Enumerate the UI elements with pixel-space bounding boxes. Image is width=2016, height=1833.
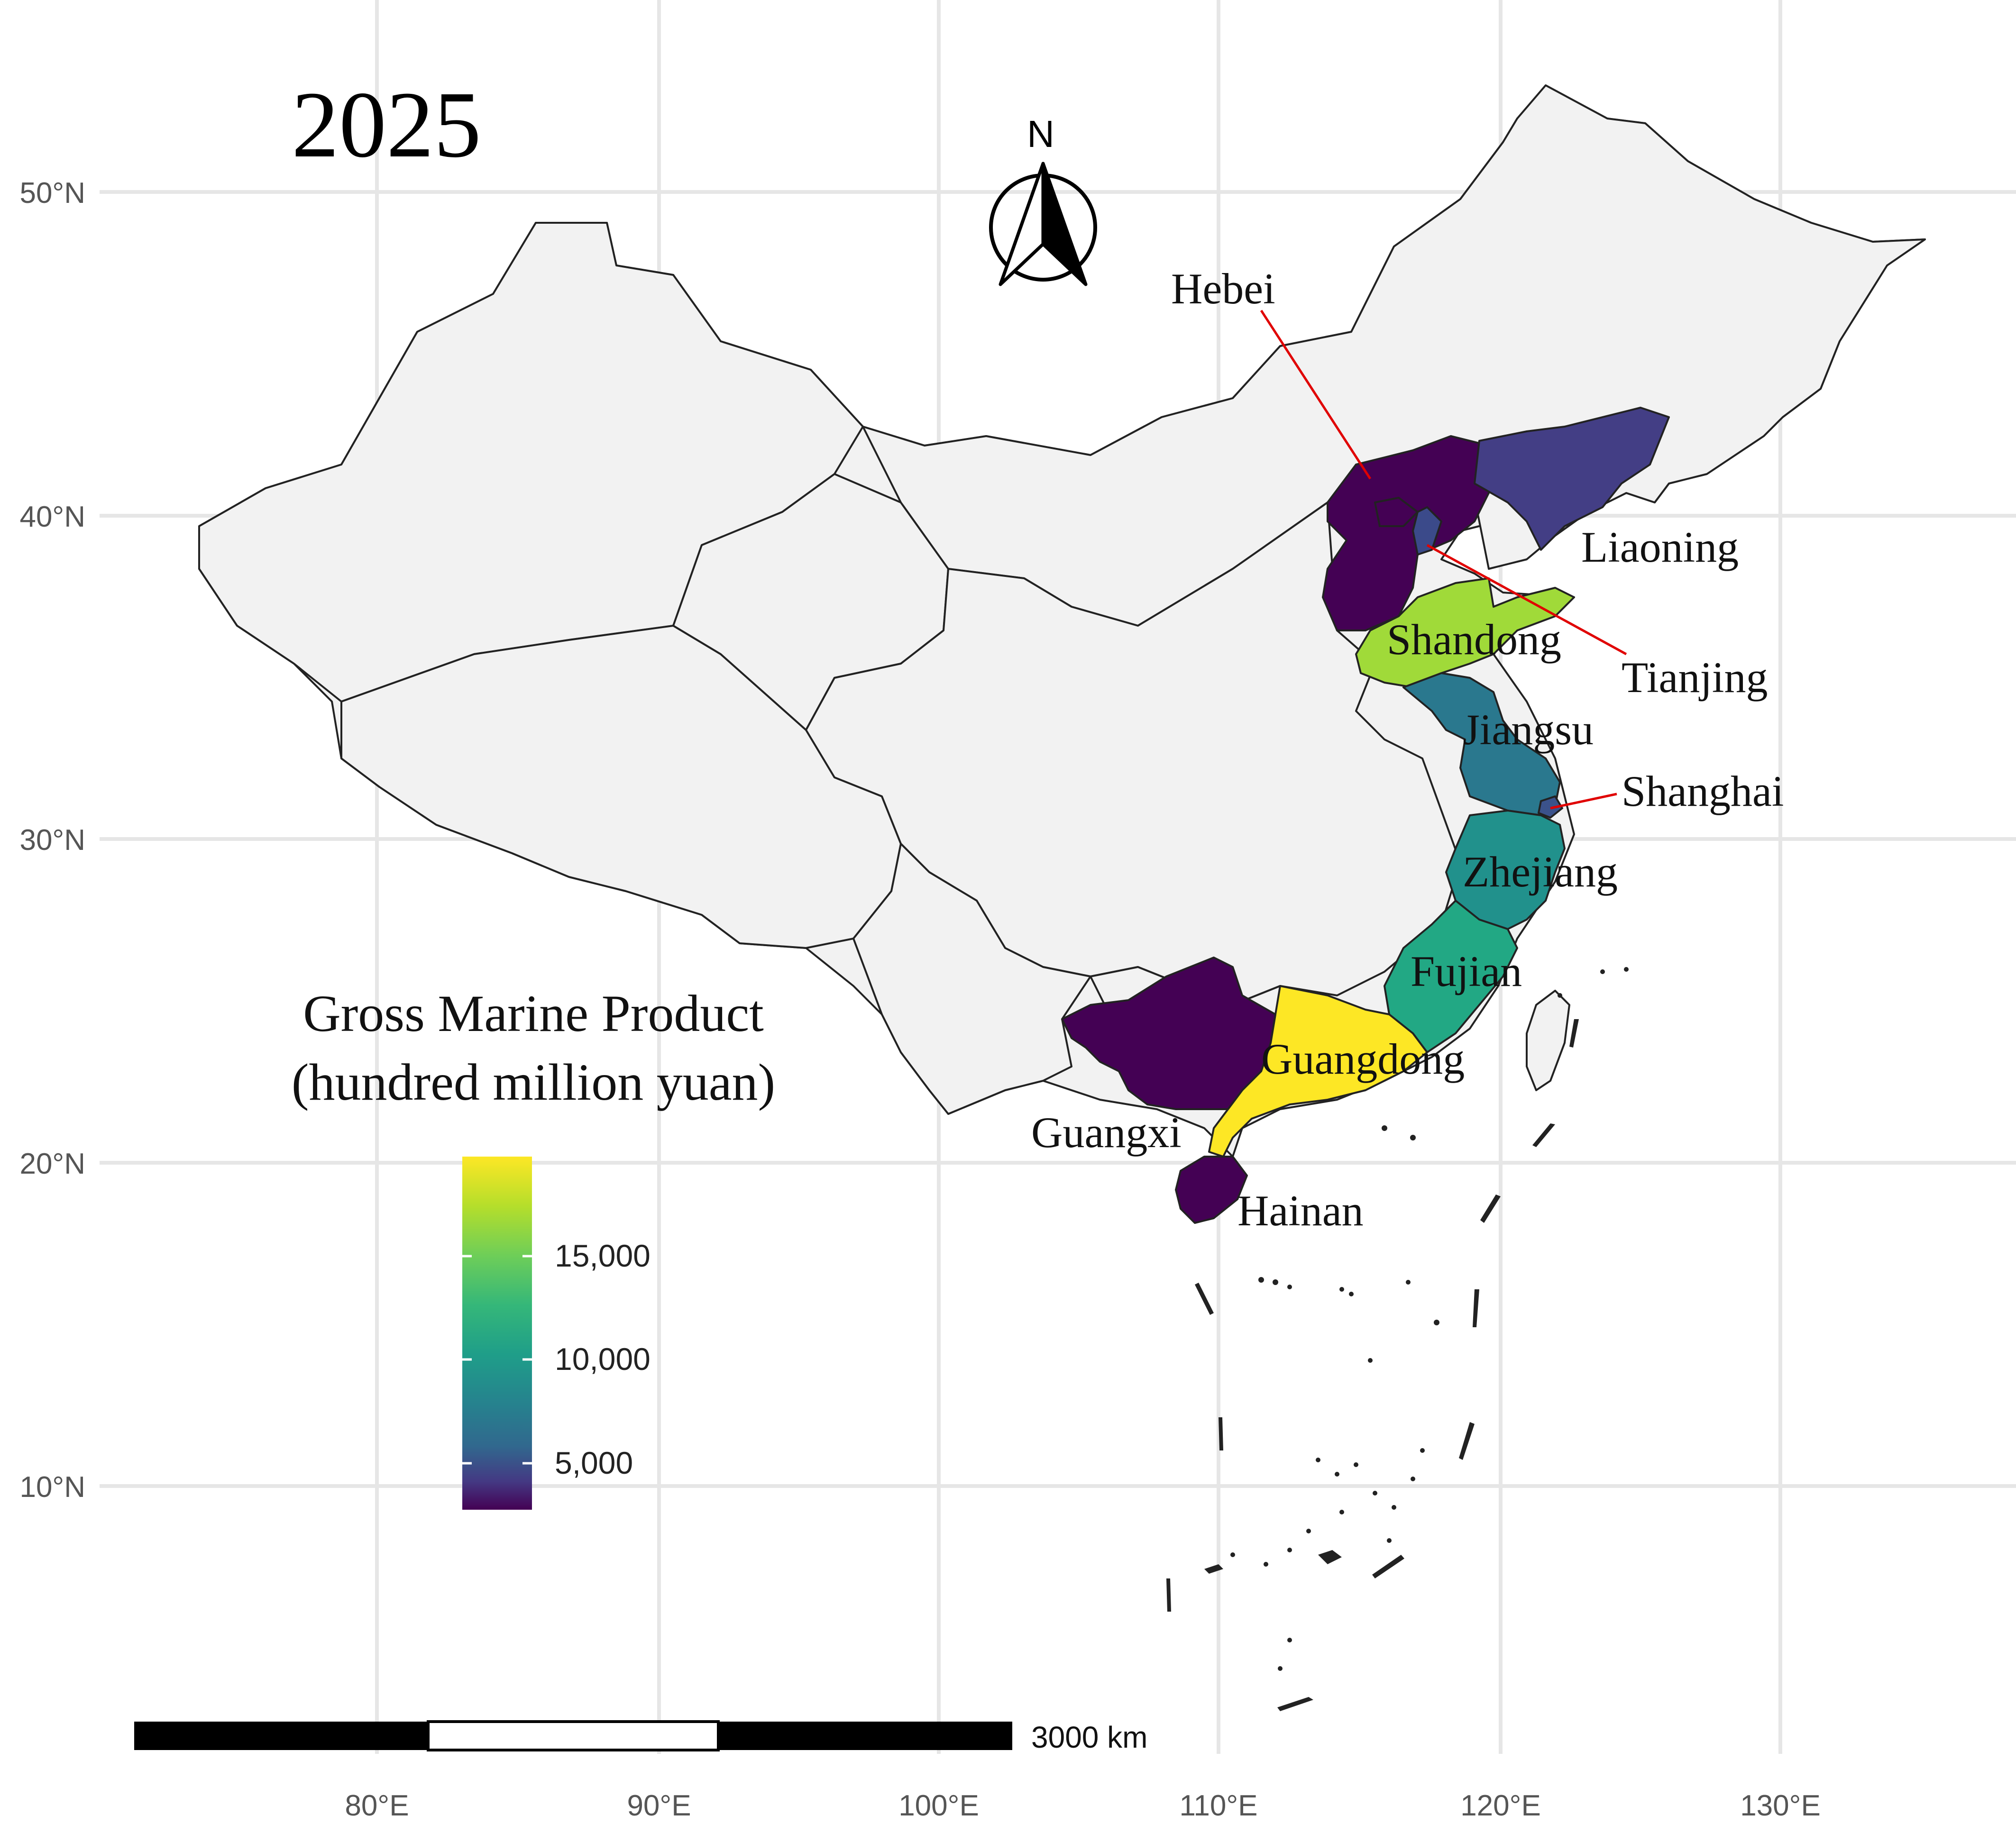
lon-label-100: 100°E [898, 1789, 979, 1822]
shanghai-leader [1550, 793, 1617, 810]
north-arrow: N [989, 113, 1097, 286]
scale-bar: 3000 km [134, 1720, 1147, 1754]
lat-label-10: 10°N [19, 1471, 85, 1504]
leader-lines [1260, 310, 1627, 810]
latitude-labels: 50°N 40°N 30°N 20°N 10°N [19, 177, 85, 1504]
legend-title-line2: (hundred million yuan) [292, 1053, 775, 1111]
label-hebei: Hebei [1171, 264, 1275, 313]
lon-label-130: 130°E [1740, 1789, 1821, 1822]
label-guangxi: Guangxi [1031, 1108, 1182, 1157]
longitude-labels: 80°E 90°E 100°E 110°E 120°E 130°E [345, 1789, 1820, 1822]
lat-label-50: 50°N [19, 177, 85, 210]
legend-tick-15000: 15,000 [555, 1238, 651, 1273]
year-title: 2025 [292, 73, 481, 177]
taiwan-and-islands [1166, 967, 1629, 1711]
lat-label-20: 20°N [19, 1148, 85, 1180]
north-arrow-label: N [1027, 113, 1054, 155]
province-zhejiang [1445, 810, 1566, 930]
label-guangdong: Guangdong [1261, 1035, 1465, 1083]
province-hebei [1322, 435, 1494, 631]
lat-label-40: 40°N [19, 501, 85, 533]
label-fujian: Fujian [1411, 947, 1522, 995]
lon-label-120: 120°E [1460, 1789, 1541, 1822]
label-shanghai: Shanghai [1622, 767, 1784, 815]
label-tianjin: Tianjing [1622, 653, 1768, 702]
lon-label-80: 80°E [345, 1789, 409, 1822]
lon-label-90: 90°E [627, 1789, 691, 1822]
label-hainan: Hainan [1237, 1186, 1364, 1235]
province-tianjin [1412, 506, 1442, 556]
province-labels: Hebei Liaoning Tianjing Shandong Jiangsu… [1031, 264, 1784, 1235]
taiwan [1526, 990, 1570, 1091]
label-jiangsu: Jiangsu [1463, 705, 1594, 754]
lat-label-30: 30°N [19, 824, 85, 857]
province-liaoning [1474, 407, 1670, 551]
label-zhejiang: Zhejiang [1463, 848, 1618, 896]
province-guangxi [1061, 957, 1276, 1110]
legend-tick-10000: 10,000 [555, 1341, 651, 1377]
legend-colorbar [462, 1157, 532, 1510]
coastal-provinces [1061, 407, 1670, 1224]
label-liaoning: Liaoning [1581, 523, 1739, 571]
tianjin-leader [1426, 544, 1627, 656]
province-hainan [1175, 1156, 1248, 1224]
legend-tick-5000: 5,000 [555, 1445, 633, 1480]
province-fujian [1384, 900, 1518, 1053]
scale-bar-label: 3000 km [1031, 1720, 1147, 1754]
lon-label-110: 110°E [1180, 1789, 1258, 1822]
hebei-leader [1260, 310, 1372, 480]
legend-title-line1: Gross Marine Product [303, 985, 764, 1042]
label-shandong: Shandong [1387, 615, 1561, 664]
legend: Gross Marine Product (hundred million yu… [292, 985, 775, 1510]
